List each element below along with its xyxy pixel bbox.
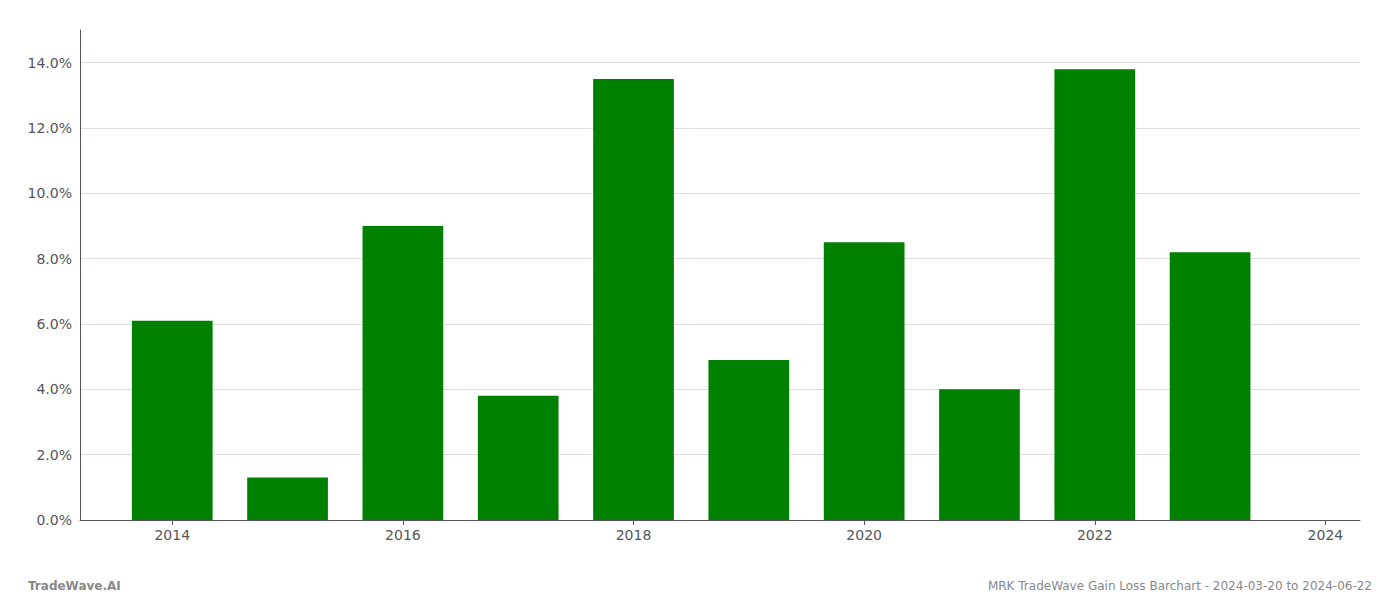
- svg-text:10.0%: 10.0%: [28, 185, 72, 201]
- svg-text:2.0%: 2.0%: [36, 447, 72, 463]
- svg-text:6.0%: 6.0%: [36, 316, 72, 332]
- svg-text:2016: 2016: [385, 527, 421, 543]
- svg-text:14.0%: 14.0%: [28, 55, 72, 71]
- svg-text:12.0%: 12.0%: [28, 120, 72, 136]
- svg-text:2024: 2024: [1308, 527, 1344, 543]
- svg-text:2020: 2020: [846, 527, 882, 543]
- svg-text:4.0%: 4.0%: [36, 381, 72, 397]
- svg-text:MRK TradeWave Gain Loss Barcha: MRK TradeWave Gain Loss Barchart - 2024-…: [988, 579, 1372, 593]
- svg-text:2014: 2014: [154, 527, 190, 543]
- svg-text:TradeWave.AI: TradeWave.AI: [28, 579, 121, 593]
- svg-text:0.0%: 0.0%: [36, 512, 72, 528]
- svg-text:2022: 2022: [1077, 527, 1113, 543]
- svg-text:2018: 2018: [616, 527, 652, 543]
- svg-text:8.0%: 8.0%: [36, 251, 72, 267]
